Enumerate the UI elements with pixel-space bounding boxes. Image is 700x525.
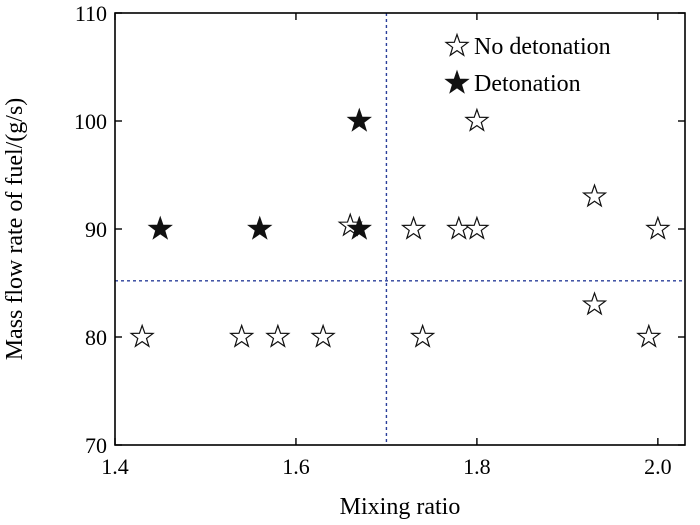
legend-label: No detonation xyxy=(474,34,611,60)
no-detonation-point xyxy=(581,291,608,316)
no-detonation-point xyxy=(446,215,472,240)
no-detonation-point xyxy=(464,215,490,240)
legend-label: Detonation xyxy=(474,71,581,97)
no-detonation-point xyxy=(645,215,671,240)
no-detonation-point xyxy=(464,107,490,132)
no-detonation-point xyxy=(400,215,427,240)
legend-marker xyxy=(444,69,470,94)
y-tick-label: 110 xyxy=(75,1,107,26)
no-detonation-point xyxy=(409,323,436,348)
no-detonation-point xyxy=(581,183,608,208)
y-tick-label: 90 xyxy=(85,217,107,242)
x-tick-label: 2.0 xyxy=(644,454,672,479)
legend-marker xyxy=(444,32,470,57)
y-axis-label: Mass flow rate of fuel/(g/s) xyxy=(2,98,28,361)
plot-frame xyxy=(114,12,686,446)
no-detonation-point xyxy=(265,323,291,348)
y-tick-label: 80 xyxy=(85,325,107,350)
x-tick-label: 1.8 xyxy=(463,454,491,479)
detonation-point xyxy=(346,107,372,132)
y-tick-label: 70 xyxy=(85,433,107,458)
detonation-point xyxy=(247,215,273,240)
x-tick-label: 1.4 xyxy=(101,454,129,479)
detonation-point xyxy=(346,215,372,240)
legend: No detonation Detonation xyxy=(444,32,611,97)
no-detonation-point xyxy=(129,323,155,348)
x-tick-label: 1.6 xyxy=(282,454,310,479)
no-detonation-point xyxy=(228,323,255,348)
detonation-point xyxy=(147,215,173,240)
no-detonation-point xyxy=(310,323,336,348)
y-tick-label: 100 xyxy=(74,109,107,134)
no-detonation-point xyxy=(636,323,662,348)
x-axis-label: Mixing ratio xyxy=(340,494,461,520)
